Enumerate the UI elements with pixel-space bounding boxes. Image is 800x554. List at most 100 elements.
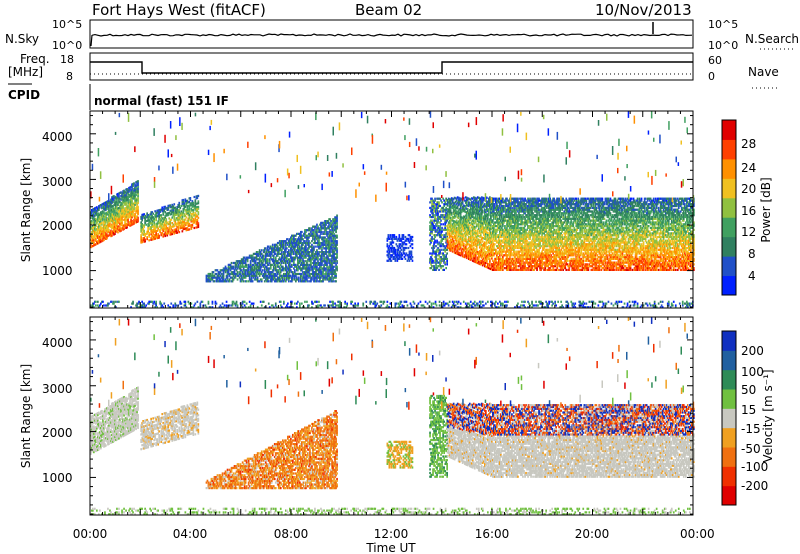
echo-cell	[137, 198, 139, 200]
echo-cell	[137, 220, 139, 222]
nave-tick-high: 60	[708, 54, 722, 67]
echo-cell	[144, 235, 146, 237]
echo-cell	[233, 278, 235, 280]
echo-cell	[137, 180, 139, 182]
echo-cell	[127, 198, 129, 200]
echo-cell	[143, 224, 145, 226]
nsearch-tick-low: 10^0	[708, 39, 738, 52]
freq-tick-high: 18	[60, 53, 74, 66]
power-scatter	[90, 111, 695, 308]
echo-cell	[198, 217, 200, 219]
echo-cell	[98, 209, 100, 211]
echo-cell	[175, 228, 177, 230]
echo-cell	[194, 196, 196, 198]
nsky-label: N.Sky	[5, 32, 39, 46]
echo-cell	[152, 213, 154, 215]
beam-label: Beam 02	[355, 1, 422, 19]
echo-cell	[173, 203, 175, 205]
nsky-tick-low: 10^0	[52, 39, 82, 52]
echo-cell	[237, 271, 239, 273]
echo-cell	[167, 214, 169, 216]
echo-cell	[100, 237, 102, 239]
echo-cell	[141, 219, 143, 221]
echo-cell	[181, 205, 183, 207]
echo-cell	[174, 219, 176, 221]
echo-cell	[178, 231, 180, 233]
echo-cell	[133, 223, 135, 225]
echo-cell	[132, 212, 134, 214]
echo-cell	[145, 224, 147, 226]
echo-cell	[156, 230, 158, 232]
echo-cell	[225, 271, 227, 273]
echo-cell	[189, 214, 191, 216]
nsky-panel	[90, 20, 693, 48]
echo-cell	[198, 200, 200, 202]
echo-cell	[198, 213, 200, 215]
echo-cell	[214, 280, 216, 282]
echo-cell	[185, 218, 187, 220]
nsearch-label: N.Search	[745, 32, 799, 46]
echo-cell	[160, 214, 162, 216]
freq-unit: [MHz]	[8, 65, 43, 79]
echo-cell	[192, 224, 194, 226]
echo-cell	[183, 210, 185, 212]
echo-cell	[120, 230, 122, 232]
echo-cell	[182, 230, 184, 232]
echo-cell	[186, 216, 188, 218]
echo-cell	[167, 207, 169, 209]
echo-cell	[117, 231, 119, 233]
echo-cell	[178, 209, 180, 211]
nave-label: Nave	[748, 65, 779, 79]
radar-summary-plot: Fort Hays West (fitACF) Beam 02 10/Nov/2…	[0, 0, 800, 554]
echo-cell	[176, 232, 178, 234]
echo-cell	[164, 235, 166, 237]
echo-cell	[137, 213, 139, 215]
echo-cell	[116, 210, 118, 212]
echo-cell	[198, 211, 200, 213]
echo-cell	[171, 217, 173, 219]
echo-cell	[217, 269, 219, 271]
echo-cell	[122, 205, 124, 207]
echo-cell	[137, 182, 139, 184]
echo-cell	[137, 217, 139, 219]
echo-cell	[108, 229, 110, 231]
echo-cell	[173, 225, 175, 227]
echo-cell	[146, 238, 148, 240]
echo-cell	[134, 213, 136, 215]
echo-cell	[231, 262, 233, 264]
date-label: 10/Nov/2013	[595, 1, 692, 19]
echo-cell	[241, 269, 243, 271]
echo-cell	[178, 204, 180, 206]
echo-cell	[165, 218, 167, 220]
echo-cell	[148, 232, 150, 234]
nave-tick-low: 0	[708, 70, 715, 83]
echo-cell	[153, 223, 155, 225]
echo-cell	[193, 209, 195, 211]
echo-cell	[195, 199, 197, 201]
echo-cell	[133, 208, 135, 210]
echo-cell	[91, 220, 93, 222]
echo-cell	[229, 278, 231, 280]
echo-cell	[198, 206, 200, 208]
echo-cell	[134, 204, 136, 206]
nsky-trace	[91, 34, 692, 46]
echo-cell	[137, 206, 139, 208]
cpid-label: CPID	[8, 88, 40, 102]
echo-cell	[240, 271, 242, 273]
echo-cell	[179, 207, 181, 209]
freq-panel	[90, 53, 693, 80]
echo-cell	[213, 271, 215, 273]
echo-cell	[105, 221, 107, 223]
echo-cell	[137, 189, 139, 191]
echo-cell	[190, 197, 192, 199]
echo-cell	[93, 239, 95, 241]
echo-cell	[143, 230, 145, 232]
echo-cell	[135, 194, 137, 196]
echo-cell	[147, 229, 149, 231]
echo-cell	[109, 223, 111, 225]
echo-cell	[194, 227, 196, 229]
echo-cell	[121, 218, 123, 220]
echo-cell	[131, 200, 133, 202]
echo-cell	[144, 239, 146, 241]
echo-cell	[189, 228, 191, 230]
